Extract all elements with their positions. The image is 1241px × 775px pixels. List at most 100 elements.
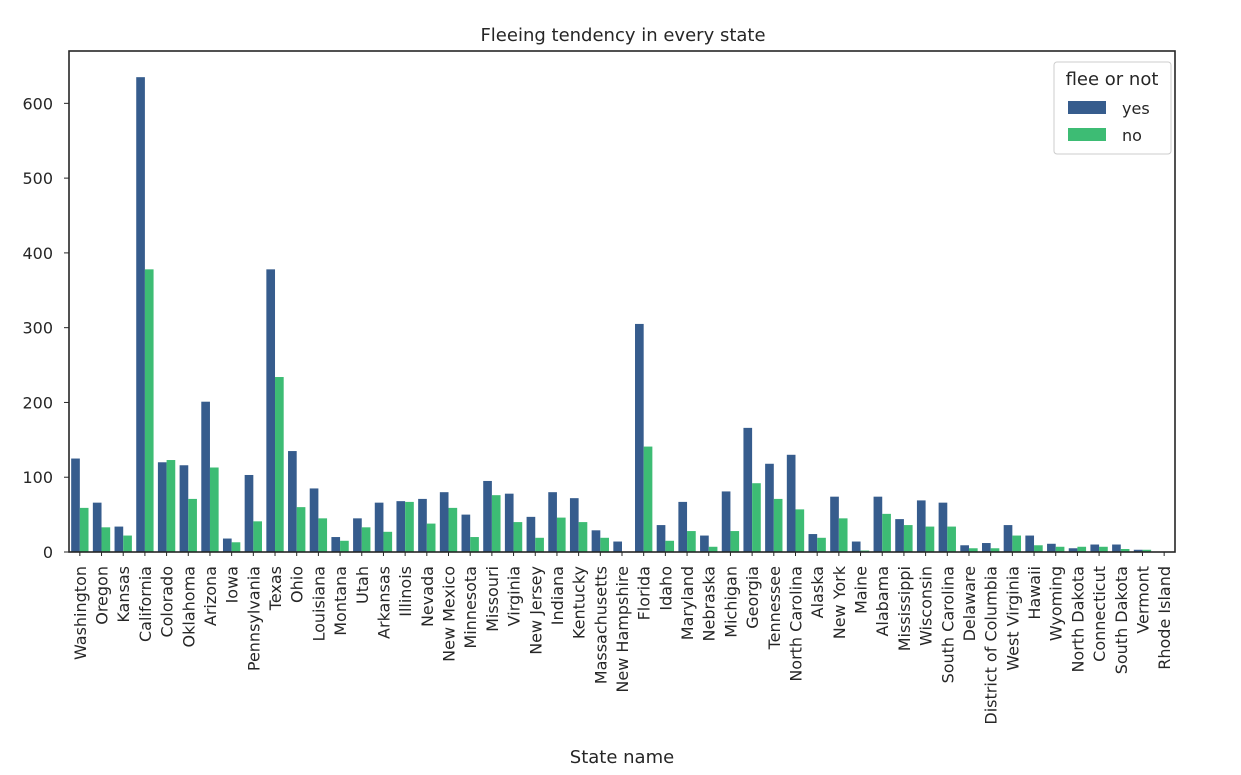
y-axis: 0 100 200 300 400 500 600 [22,94,69,562]
bar-yes-washington [71,458,80,552]
bar-yes-wyoming [1047,543,1056,552]
x-tick-label: South Dakota [1112,566,1131,674]
x-tick-label: North Dakota [1068,566,1087,673]
x-tick-label: Arizona [201,566,220,626]
x-axis: Washington Oregon Kansas California Colorado… [71,552,1174,725]
bar-no-pennsylvania [253,521,262,552]
bar-yes-kansas [114,526,124,552]
y-tick-label: 300 [22,319,53,338]
bar-no-alaska [817,537,826,552]
x-tick-label: Oklahoma [179,566,198,647]
bar-no-south-dakota [1120,549,1130,552]
bar-no-texas [275,377,284,552]
plot-frame [68,50,1176,553]
bar-no-california [144,269,154,552]
bar-yes-utah [353,518,362,552]
y-tick-label: 200 [22,393,53,412]
bar-yes-new-mexico [439,492,449,552]
y-tick-label: 100 [22,468,53,487]
bar-no-maryland [687,531,696,552]
x-tick-label: Massachusetts [591,566,610,684]
bar-no-west-virginia [1012,535,1022,552]
bar-yes-wisconsin [916,500,926,552]
y-tick-label: 400 [22,244,53,263]
bar-yes-idaho [656,525,666,552]
x-tick-label: Maine [852,566,871,614]
bar-yes-virginia [504,493,514,552]
x-tick-label: Wisconsin [917,566,936,646]
bar-no-nevada [426,523,436,552]
bar-no-south-carolina [947,526,956,552]
x-tick-label: South Carolina [938,566,957,683]
bar-yes-maryland [678,501,688,552]
x-tick-label: Mississippi [895,566,914,651]
x-tick-label: Minnesota [461,566,480,649]
bar-no-iowa [231,542,241,552]
x-tick-label: Alaska [808,566,827,618]
bar-no-tennessee [773,498,783,552]
bar-no-virginia [513,522,523,552]
x-tick-label: Michigan [721,566,740,638]
bar-yes-tennessee [765,463,774,552]
y-tick-label: 0 [43,543,53,562]
bar-no-utah [361,527,371,552]
bar-yes-north-dakota [1068,548,1078,552]
bar-no-wyoming [1055,546,1065,552]
chart-title: Fleeing tendency in every state [480,25,765,46]
x-tick-label: Oregon [93,566,112,625]
x-axis-title: State name [570,747,674,768]
x-tick-label: Vermont [1133,566,1152,634]
bar-no-wisconsin [925,526,935,552]
bar-yes-hawaii [1025,535,1035,552]
bar-no-oklahoma [188,498,197,552]
bar-no-vermont [1142,549,1152,552]
bar-yes-maine [851,541,861,552]
bar-no-arkansas [383,531,393,552]
bar-yes-texas [266,269,276,552]
x-tick-label: District of Columbia [982,566,1001,725]
bar-no-north-dakota [1077,546,1087,552]
bar-no-kansas [123,535,132,552]
legend-label-yes: yes [1122,99,1150,118]
bar-no-nebraska [708,546,718,552]
bar-yes-delaware [960,545,969,552]
x-tick-label: Indiana [548,566,567,625]
x-tick-label: Wyoming [1047,566,1066,641]
x-tick-label: Tennessee [765,566,784,650]
bar-yes-oregon [92,502,102,552]
x-tick-label: Georgia [743,566,762,629]
bar-no-florida [643,446,653,552]
bar-yes-connecticut [1090,544,1100,552]
bar-yes-new-jersey [526,516,536,552]
bar-no-north-carolina [795,509,805,552]
bar-no-alabama [882,513,891,552]
x-tick-label: New York [830,565,849,639]
x-tick-label: Connecticut [1090,566,1109,662]
bar-yes-arkansas [374,502,384,552]
bar-no-district-of-columbia [990,548,1000,552]
bar-no-illinois [405,501,414,552]
bar-no-oregon [101,527,111,552]
x-tick-label: Alabama [873,566,892,637]
bar-yes-california [136,77,145,553]
bar-no-idaho [665,540,675,552]
x-tick-label: Florida [635,566,654,620]
x-tick-label: Hawaii [1025,566,1044,620]
legend-swatch-no [1068,128,1106,141]
bar-yes-south-carolina [938,502,948,552]
bar-yes-iowa [222,538,232,552]
bar-yes-south-dakota [1112,544,1121,552]
x-tick-label: Arkansas [374,566,393,639]
bar-yes-kentucky [569,498,579,552]
x-tick-label: Rhode Island [1155,566,1174,670]
bar-no-indiana [556,517,566,552]
bar-yes-oklahoma [179,465,189,552]
y-tick-label: 500 [22,169,53,188]
x-tick-label: Louisiana [309,566,328,642]
x-tick-label: Illinois [396,566,415,617]
bar-no-georgia [752,483,761,552]
bar-yes-north-carolina [786,454,796,552]
x-tick-label: Montana [331,566,350,636]
x-tick-label: Maryland [678,566,697,640]
bar-no-massachusetts [600,537,609,552]
